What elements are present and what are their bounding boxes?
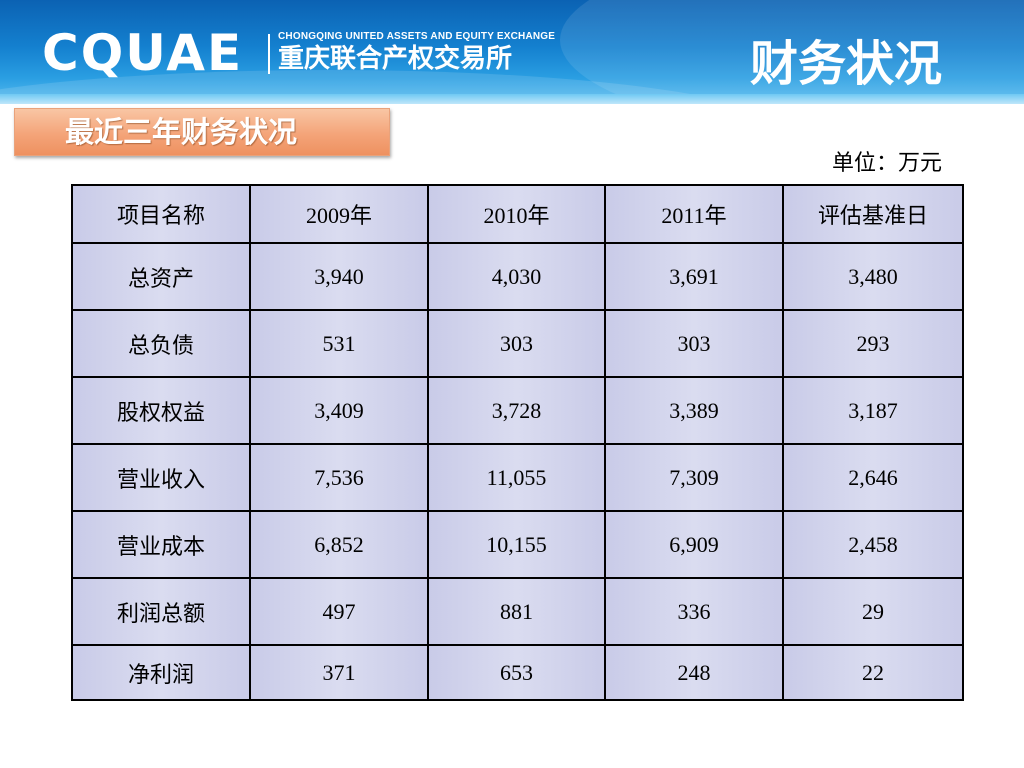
table-row: 营业收入 7,536 11,055 7,309 2,646 <box>71 443 964 512</box>
table-cell: 303 <box>604 309 784 378</box>
header-decoration <box>560 0 1024 104</box>
table-cell: 303 <box>427 309 606 378</box>
section-heading-label: 最近三年财务状况 <box>65 115 298 149</box>
table-cell: 4,030 <box>427 242 606 311</box>
table-row: 营业成本 6,852 10,155 6,909 2,458 <box>71 510 964 579</box>
table-cell: 336 <box>604 577 784 646</box>
row-label: 营业成本 <box>71 510 251 579</box>
table-header-row: 项目名称 2009年 2010年 2011年 评估基准日 <box>71 184 964 244</box>
table-cell: 3,187 <box>782 376 964 445</box>
table-cell: 497 <box>249 577 429 646</box>
table-cell: 3,691 <box>604 242 784 311</box>
table-cell: 2,646 <box>782 443 964 512</box>
table-cell: 29 <box>782 577 964 646</box>
table-row: 利润总额 497 881 336 29 <box>71 577 964 646</box>
table-row: 股权权益 3,409 3,728 3,389 3,187 <box>71 376 964 445</box>
table-row: 净利润 371 653 248 22 <box>71 644 964 701</box>
table-cell: 531 <box>249 309 429 378</box>
table-cell: 3,389 <box>604 376 784 445</box>
table-cell: 293 <box>782 309 964 378</box>
row-label: 股权权益 <box>71 376 251 445</box>
table-row: 总负债 531 303 303 293 <box>71 309 964 378</box>
page-title: 财务状况 <box>749 36 942 92</box>
column-header-2009: 2009年 <box>249 184 429 244</box>
table-row: 总资产 3,940 4,030 3,691 3,480 <box>71 242 964 311</box>
column-header-valuation-date: 评估基准日 <box>782 184 964 244</box>
table-cell: 248 <box>604 644 784 701</box>
table-cell: 3,409 <box>249 376 429 445</box>
table-cell: 22 <box>782 644 964 701</box>
table-cell: 881 <box>427 577 606 646</box>
row-label: 总负债 <box>71 309 251 378</box>
row-label: 总资产 <box>71 242 251 311</box>
logo-chinese-name: 重庆联合产权交易所 <box>278 44 513 74</box>
table-cell: 6,909 <box>604 510 784 579</box>
table-cell: 2,458 <box>782 510 964 579</box>
column-header-2011: 2011年 <box>604 184 784 244</box>
logo-english-name: CHONGQING UNITED ASSETS AND EQUITY EXCHA… <box>278 31 556 42</box>
financial-table: 项目名称 2009年 2010年 2011年 评估基准日 总资产 3,940 4… <box>71 184 964 701</box>
unit-label: 单位：万元 <box>831 151 942 176</box>
header-banner: CQUAE CHONGQING UNITED ASSETS AND EQUITY… <box>0 0 1024 104</box>
row-label: 净利润 <box>71 644 251 701</box>
column-header-2010: 2010年 <box>427 184 606 244</box>
section-heading-tag: 最近三年财务状况 <box>14 108 390 156</box>
row-label: 营业收入 <box>71 443 251 512</box>
table-cell: 7,536 <box>249 443 429 512</box>
table-cell: 11,055 <box>427 443 606 512</box>
column-header-item: 项目名称 <box>71 184 251 244</box>
logo-wordmark: CQUAE <box>42 24 244 82</box>
table-cell: 653 <box>427 644 606 701</box>
table-cell: 10,155 <box>427 510 606 579</box>
table-cell: 3,728 <box>427 376 606 445</box>
table-cell: 3,480 <box>782 242 964 311</box>
table-cell: 3,940 <box>249 242 429 311</box>
table-cell: 6,852 <box>249 510 429 579</box>
table-cell: 7,309 <box>604 443 784 512</box>
header-bottom-band <box>0 94 1024 104</box>
logo-divider <box>268 34 270 74</box>
row-label: 利润总额 <box>71 577 251 646</box>
table-cell: 371 <box>249 644 429 701</box>
